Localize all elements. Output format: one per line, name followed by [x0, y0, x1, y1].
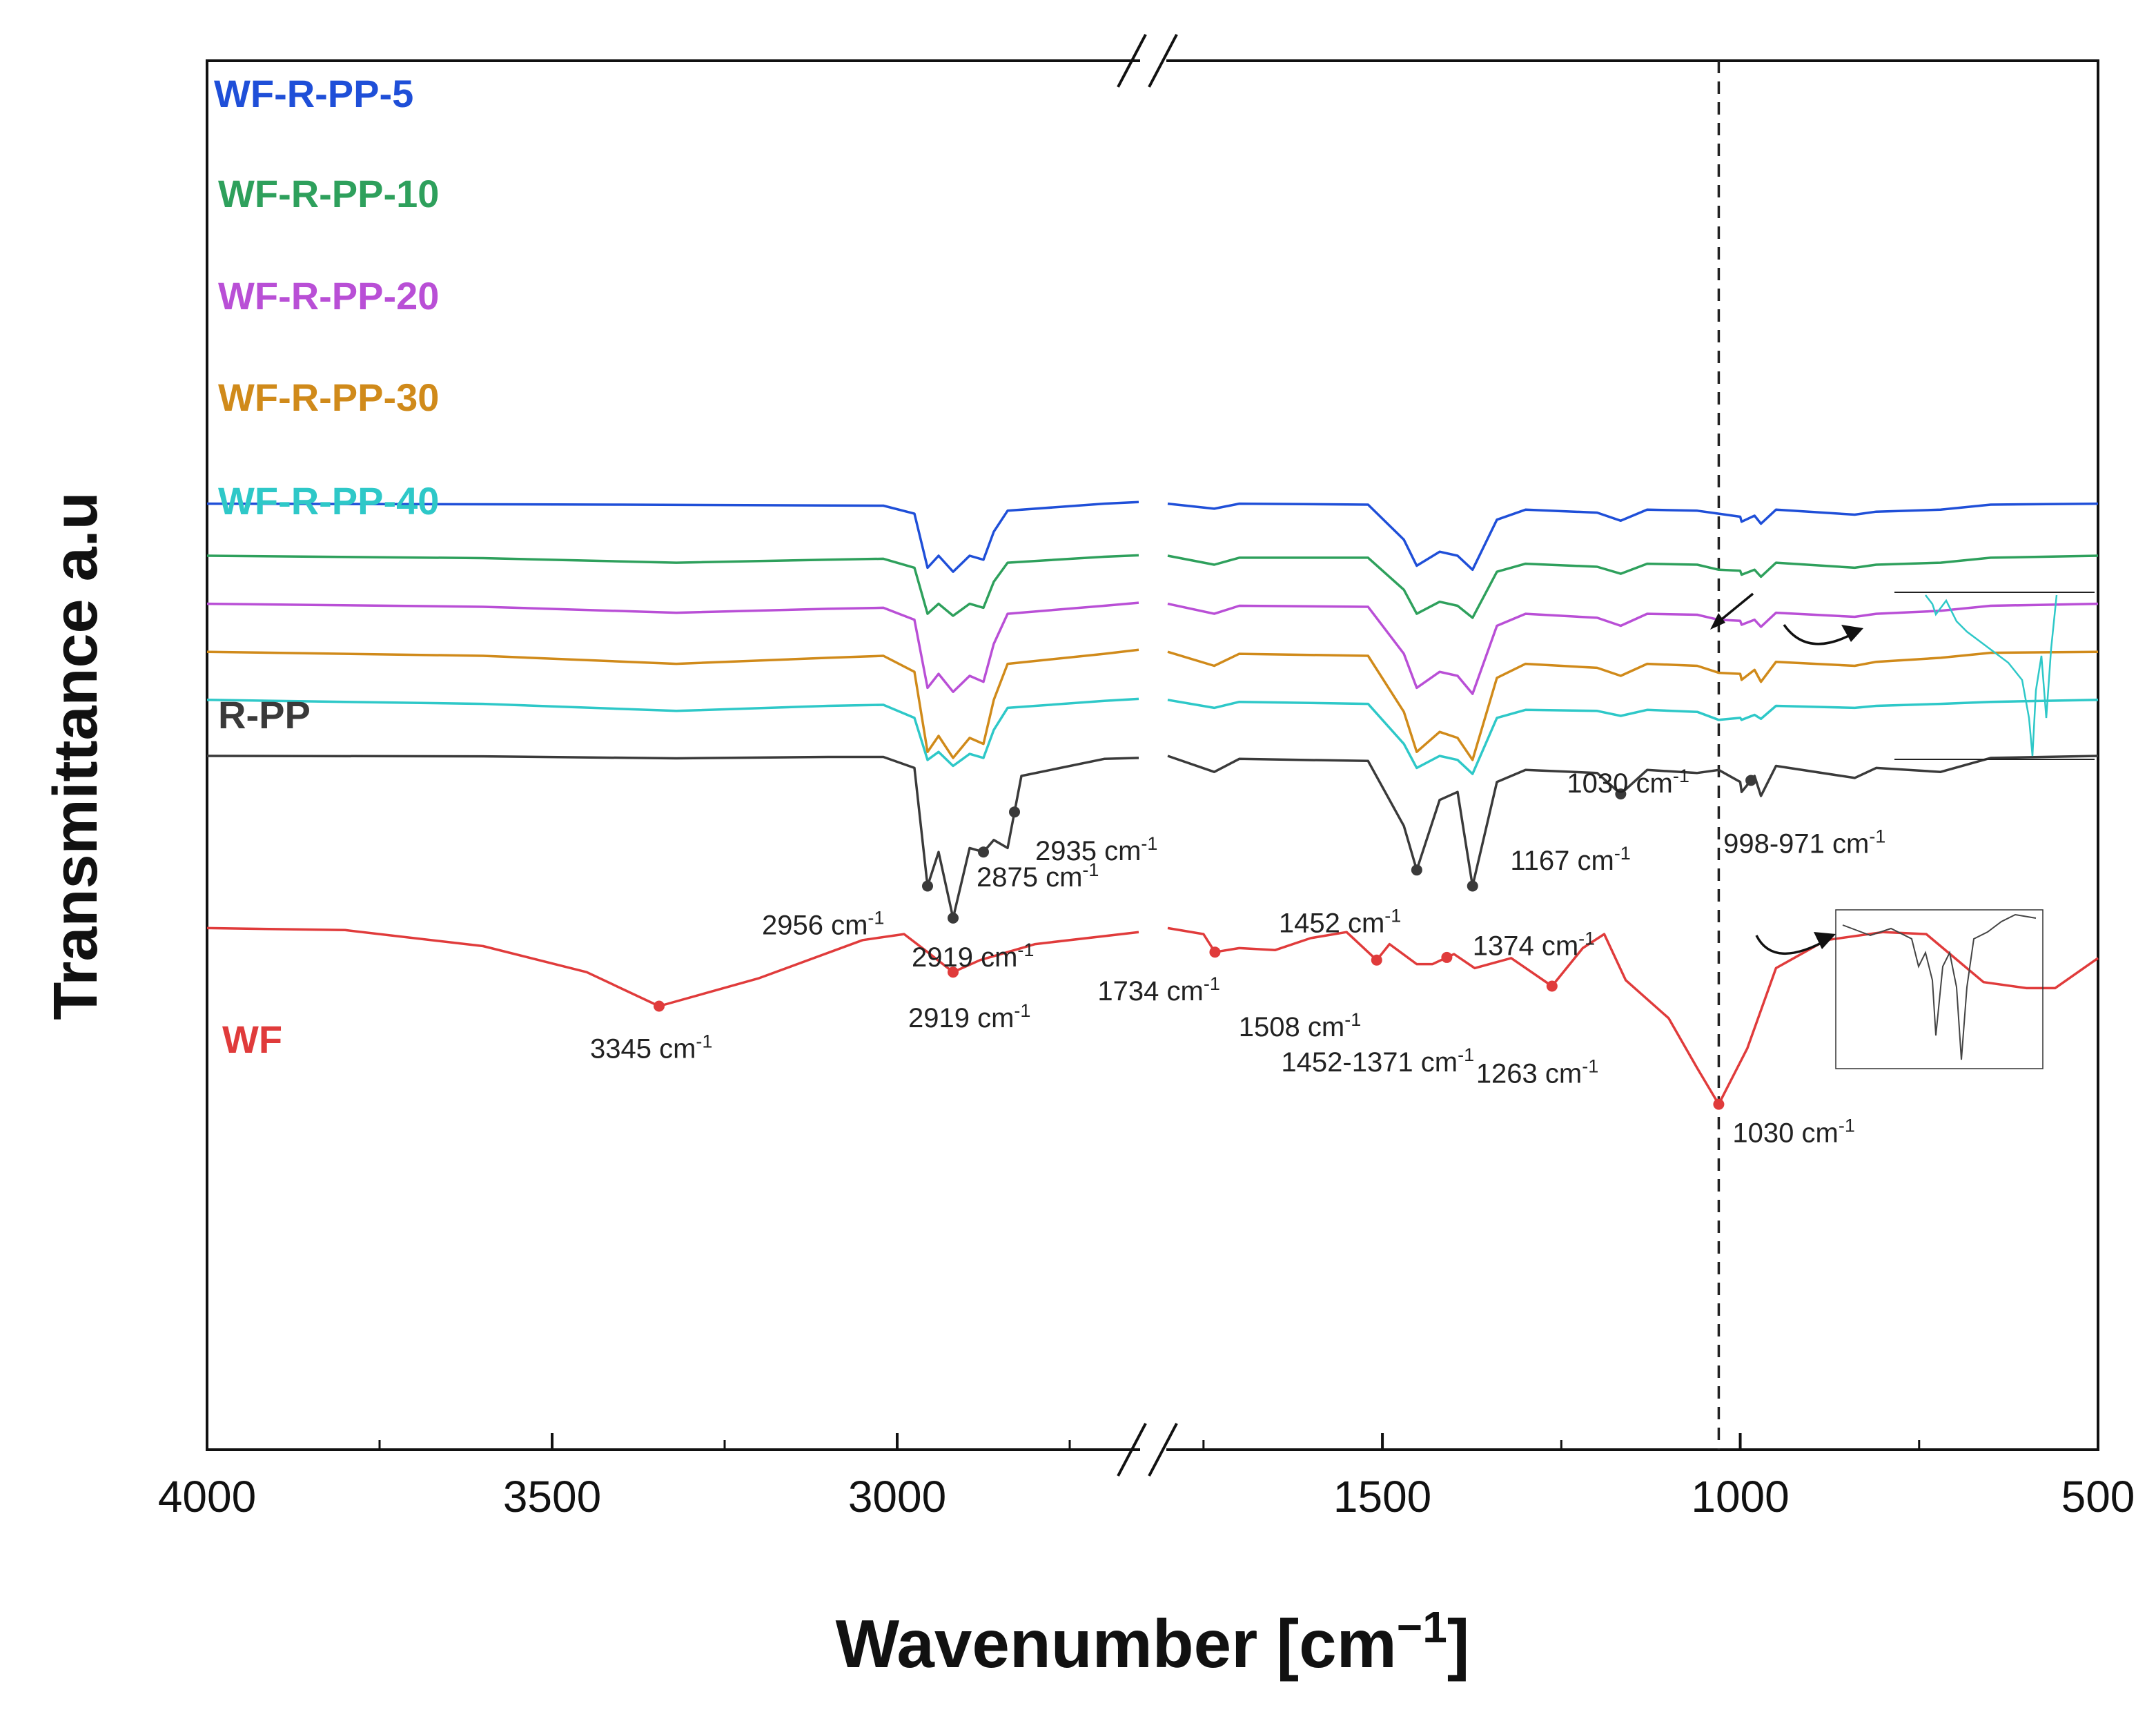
peak-label: 1508 cm-1: [1239, 1009, 1361, 1042]
series-label-r-pp: R-PP: [218, 693, 311, 737]
axis-layer: 4000 3500 3000 1500 1000 500 Wavenumber [cm−1]…: [41, 34, 2135, 1682]
inset-layer: [1755, 592, 2095, 1069]
x-tick-label: 500: [2061, 1472, 2135, 1521]
series-label-wf: WF: [222, 1018, 282, 1061]
peak-label: 3345 cm-1: [590, 1031, 712, 1064]
peak-marker: [922, 880, 933, 892]
peak-marker: [1371, 954, 1382, 966]
axis-break-mark: [1148, 1423, 1178, 1477]
series-line-wf-r-pp-30-seg1: [206, 648, 1139, 759]
peak-marker: [1713, 1098, 1725, 1110]
peak-marker: [1209, 946, 1221, 958]
peak-label: 1030 cm-1: [1732, 1116, 1854, 1149]
peak-marker: [1546, 980, 1558, 992]
series-line-wf-r-pp-10-seg1: [206, 554, 1139, 617]
peak-label: 1030 cm-1: [1567, 766, 1689, 799]
axis-break-mark: [1117, 1423, 1147, 1477]
series-label-wf-r-pp-40: WF-R-PP-40: [218, 479, 439, 523]
x-tick-label: 3000: [848, 1472, 946, 1521]
series-line-wf-r-pp-20-seg2: [1167, 602, 2099, 695]
annotation-layer: 2935 cm-1 2956 cm-1 2875 cm-1 2919 cm-1 1452…: [590, 592, 1885, 1149]
peak-label: 1374 cm-1: [1473, 928, 1595, 962]
inset-gray-arrow-head: [1814, 932, 1836, 949]
series-line-r-pp-seg1: [206, 755, 1139, 920]
peak-label: 2935 cm-1: [1035, 833, 1157, 866]
peak-label: 998-971 cm-1: [1723, 826, 1885, 859]
x-tick-label: 4000: [158, 1472, 256, 1521]
series-line-wf-seg1: [206, 926, 1139, 1008]
series-line-wf-r-pp-30-seg2: [1167, 650, 2099, 761]
inset-cyan-arrow-head: [1841, 625, 1863, 642]
peak-marker: [1441, 951, 1453, 963]
series-line-wf-seg2: [1167, 926, 2099, 1106]
peak-label: 2919 cm-1: [908, 1000, 1030, 1033]
peak-label: 2956 cm-1: [762, 908, 884, 941]
peak-label: 1263 cm-1: [1476, 1056, 1598, 1089]
x-tick-label: 1500: [1333, 1472, 1431, 1521]
series-line-wf-r-pp-10-seg2: [1167, 554, 2099, 619]
inset-gray-frame: [1835, 909, 2044, 1069]
x-tick-label: 3500: [503, 1472, 601, 1521]
series-line-wf-r-pp-40-seg2: [1167, 699, 2099, 775]
series-label-layer: WF-R-PP-5 WF-R-PP-10 WF-R-PP-20 WF-R-PP-30 W…: [214, 72, 439, 1061]
peak-marker: [1745, 775, 1757, 786]
peak-label: 2875 cm-1: [977, 859, 1099, 893]
peak-marker: [1009, 806, 1020, 818]
inset-cyan-curve: [1925, 594, 2058, 757]
inset-gray-arrow: [1755, 935, 1830, 955]
series-label-wf-r-pp-30: WF-R-PP-30: [218, 376, 439, 419]
arrow-1030-head: [1710, 613, 1725, 630]
peak-marker: [1467, 880, 1478, 892]
series-line-wf-r-pp-40-seg1: [206, 697, 1139, 768]
series-line-wf-r-pp-20-seg1: [206, 601, 1139, 693]
series-label-wf-r-pp-5: WF-R-PP-5: [214, 72, 413, 115]
series-layer: [206, 500, 2099, 1106]
x-axis-title: Wavenumber [cm−1]: [836, 1602, 1470, 1682]
series-line-wf-r-pp-5-seg2: [1167, 502, 2099, 572]
peak-label: 1167 cm-1: [1510, 843, 1630, 876]
peak-marker: [948, 912, 959, 924]
axis-break-mark: [1148, 34, 1178, 88]
peak-marker: [1615, 788, 1627, 800]
inset-cyan-arrow: [1783, 623, 1857, 645]
peak-marker: [948, 966, 959, 978]
series-line-r-pp-seg2: [1167, 755, 2099, 888]
x-tick-label: 1000: [1691, 1472, 1789, 1521]
series-label-wf-r-pp-20: WF-R-PP-20: [218, 274, 439, 318]
axis-break-mark: [1117, 34, 1147, 88]
series-line-wf-r-pp-5-seg1: [206, 500, 1139, 573]
peak-marker: [654, 1000, 665, 1012]
peak-label: 1452 cm-1: [1279, 905, 1401, 938]
series-label-wf-r-pp-10: WF-R-PP-10: [218, 172, 439, 215]
inset-gray-curve: [1842, 913, 2037, 1060]
peak-label: 2919 cm-1: [912, 940, 1034, 973]
peak-label: 1734 cm-1: [1097, 973, 1219, 1007]
peak-marker: [1411, 864, 1422, 876]
y-axis-title: Transmittance a.u: [41, 492, 110, 1020]
peak-label: 1452-1371 cm-1: [1281, 1044, 1474, 1078]
peak-marker: [978, 846, 989, 858]
